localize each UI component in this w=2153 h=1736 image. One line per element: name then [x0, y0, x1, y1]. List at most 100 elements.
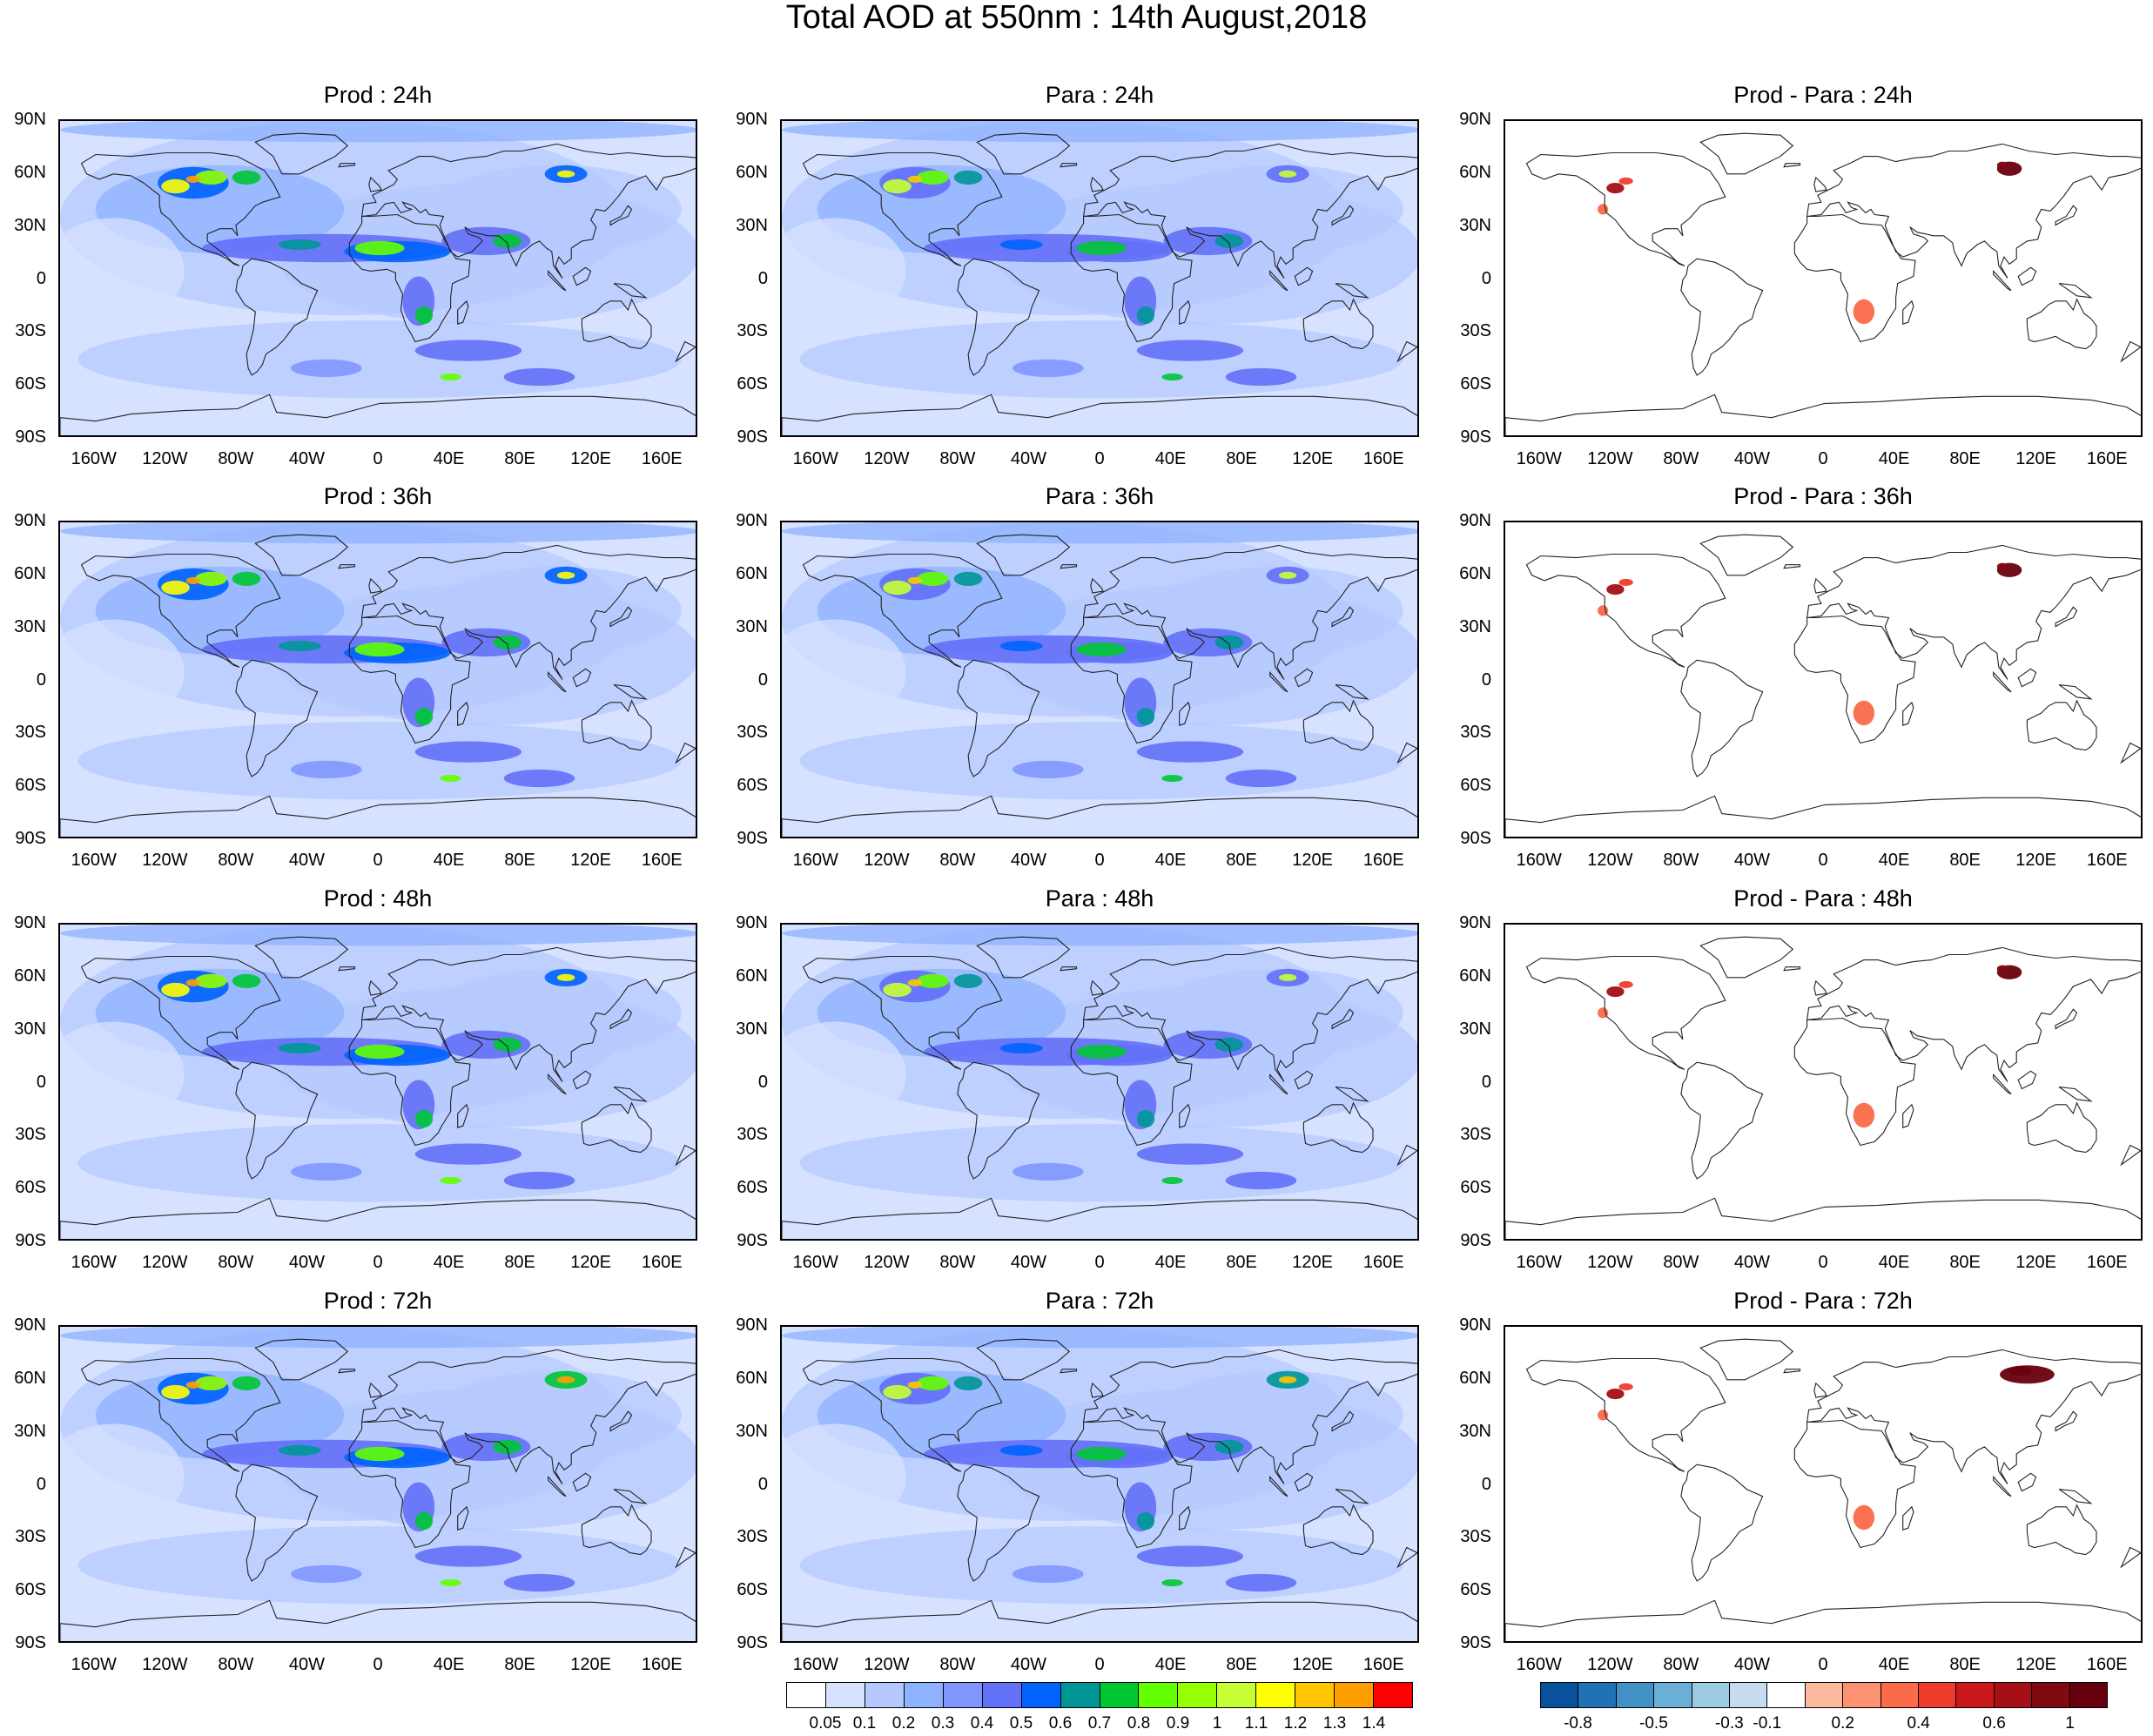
colorbar-label: -0.1: [1753, 1714, 1782, 1733]
coastline: [1179, 1103, 1191, 1128]
coastline: [782, 1599, 1417, 1641]
coastline: [675, 1144, 696, 1167]
lat-tick-label: 90S: [737, 1633, 768, 1652]
aod-plume: [1278, 571, 1297, 579]
colorbar-label: 0.2: [1831, 1714, 1854, 1733]
lat-tick-label: 90S: [737, 829, 768, 848]
aod-plume: [1076, 642, 1127, 657]
colorbar-swatch: [943, 1683, 983, 1707]
coastline: [1179, 701, 1191, 726]
lat-tick-label: 0: [36, 1474, 46, 1494]
map-area: [1504, 923, 2143, 1241]
coastline: [457, 1103, 469, 1128]
lat-tick-label: 0: [36, 268, 46, 288]
lon-tick-label: 0: [1818, 1253, 1828, 1272]
lat-tick-label: 60S: [15, 1580, 46, 1600]
lon-tick-label: 120E: [570, 1253, 612, 1272]
lon-tick-label: 160E: [641, 1655, 683, 1674]
aod-plume: [1136, 1109, 1155, 1128]
lon-tick-label: 80W: [939, 851, 976, 870]
aod-field: [782, 1423, 906, 1531]
coastline: [1783, 966, 1801, 972]
lat-tick-label: 60S: [1460, 1580, 1491, 1600]
coastlines: [1505, 1338, 2141, 1641]
para-map-panel: Para : 24h 90N 60N 30N 0 30S 60S 90S 160W 120W 80W…: [736, 83, 1419, 468]
coastline: [609, 205, 633, 226]
coastline: [1793, 213, 1916, 343]
coastline: [1090, 176, 1104, 192]
aod-plume: [1278, 1376, 1297, 1383]
lon-tick-label: 80E: [1949, 449, 1981, 468]
aod-plume: [194, 1376, 227, 1390]
coastline: [2055, 606, 2078, 628]
coastline: [1269, 1073, 1288, 1095]
lat-tick-label: 60N: [736, 1368, 768, 1388]
lon-tick-label: 80W: [218, 1253, 254, 1272]
coastline: [1806, 143, 2141, 279]
colorbar-swatch: [1578, 1683, 1617, 1707]
coastline: [60, 394, 696, 435]
aod-field: [782, 121, 1417, 143]
aod-field: [60, 925, 696, 946]
coastline: [1090, 577, 1104, 594]
colorbar-label: 0.4: [970, 1714, 994, 1733]
aod-field: [60, 1423, 185, 1531]
coastline: [675, 340, 696, 363]
aod-plume: [503, 1573, 575, 1592]
coastline: [338, 564, 356, 569]
coastline: [976, 936, 1071, 979]
coastline: [80, 1357, 281, 1472]
coastline: [1331, 606, 1355, 628]
coastline: [2026, 699, 2097, 751]
diff-hotspot: [1996, 562, 2008, 570]
coastline: [235, 1061, 319, 1180]
lon-tick-label: 120W: [864, 1253, 910, 1272]
colorbar-swatch: [1178, 1683, 1218, 1707]
colorbar-label: 0.1: [852, 1714, 877, 1733]
coastline: [1070, 615, 1193, 744]
coastline: [1070, 1419, 1193, 1549]
aod-plume: [1225, 367, 1297, 387]
aod-field: [60, 218, 185, 325]
lon-tick-label: 120E: [2015, 851, 2057, 870]
lon-tick-label: 160W: [1516, 449, 1562, 468]
map-area: [780, 1325, 1419, 1643]
aod-plume: [1013, 1564, 1084, 1584]
coastline: [1335, 1087, 1369, 1102]
aod-plume: [232, 1376, 261, 1390]
aod-field: [60, 121, 696, 143]
colorbar-swatch: [1616, 1683, 1655, 1707]
coastline: [360, 946, 696, 1082]
aod-plume: [278, 640, 321, 652]
lon-tick-label: 120W: [1587, 1655, 1633, 1674]
colorbar-label: 1: [1212, 1714, 1222, 1733]
lon-tick-label: 80W: [1663, 449, 1699, 468]
coastline: [1525, 151, 1726, 266]
aod-plume: [354, 1044, 405, 1060]
colorbar-swatch: [982, 1683, 1022, 1707]
coastline: [1902, 701, 1914, 726]
prod-map-panel: Prod : 24h 90N 60N 30N 0 30S 60S 90S 160W 120W 80W…: [14, 83, 697, 468]
coastline: [976, 534, 1071, 576]
lon-tick-label: 120E: [2015, 1655, 2057, 1674]
lat-tick-label: 30N: [1459, 1421, 1491, 1441]
lat-tick-label: 30S: [1460, 723, 1491, 743]
aod-plume: [1161, 1176, 1183, 1185]
lon-tick-label: 40E: [1154, 1253, 1187, 1272]
lat-tick-label: 30S: [15, 1527, 46, 1547]
lat-tick-label: 30N: [14, 1019, 46, 1039]
aod-plume: [414, 1109, 434, 1128]
lon-tick-label: 40W: [288, 851, 325, 870]
aod-plume: [291, 1162, 362, 1181]
aod-plume: [999, 1444, 1043, 1457]
coastline: [1294, 1070, 1314, 1090]
aod-plume: [1225, 1573, 1297, 1592]
colorbar-swatch: [1654, 1683, 1692, 1707]
lat-tick-label: 0: [757, 1072, 768, 1092]
coastline: [1090, 979, 1104, 996]
coastline: [1294, 668, 1314, 688]
colorbar-swatch: [2032, 1683, 2070, 1707]
aod-plume: [291, 1564, 362, 1584]
lon-tick-label: 160W: [71, 449, 117, 468]
lat-tick-label: 30S: [737, 1527, 768, 1547]
